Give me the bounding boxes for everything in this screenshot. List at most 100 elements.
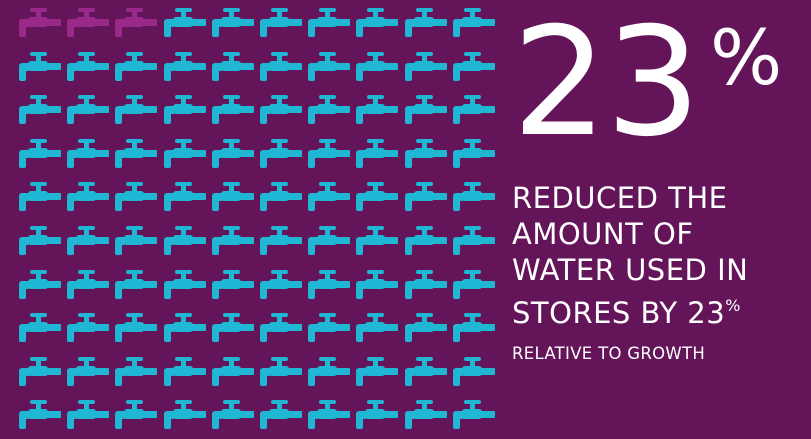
water-tap-icon bbox=[64, 224, 110, 256]
headline-percent-sign: % bbox=[725, 296, 741, 315]
water-tap-icon bbox=[64, 180, 110, 212]
water-tap-icon bbox=[450, 137, 496, 169]
big-stat-percent-sign: % bbox=[710, 13, 783, 102]
water-tap-icon bbox=[402, 50, 448, 82]
water-tap-icon bbox=[209, 398, 255, 430]
water-tap-icon bbox=[257, 355, 303, 387]
headline-line-3: WATER USED IN bbox=[512, 253, 749, 287]
water-tap-icon bbox=[353, 93, 399, 125]
water-tap-icon bbox=[16, 137, 62, 169]
water-tap-icon bbox=[16, 93, 62, 125]
water-tap-icon bbox=[450, 93, 496, 125]
headline-line-2: AMOUNT OF bbox=[512, 217, 694, 251]
water-tap-icon bbox=[353, 50, 399, 82]
water-tap-icon bbox=[450, 355, 496, 387]
water-tap-icon bbox=[402, 93, 448, 125]
water-tap-icon bbox=[257, 93, 303, 125]
water-tap-icon bbox=[64, 93, 110, 125]
water-tap-icon bbox=[402, 398, 448, 430]
water-tap-icon bbox=[64, 311, 110, 343]
water-tap-icon bbox=[257, 180, 303, 212]
headline-line-4-text: STORES BY 23 bbox=[512, 296, 726, 330]
water-tap-icon bbox=[16, 180, 62, 212]
water-tap-icon bbox=[353, 180, 399, 212]
water-tap-icon bbox=[112, 268, 158, 300]
water-tap-icon bbox=[305, 355, 351, 387]
water-tap-icon bbox=[209, 50, 255, 82]
water-tap-icon bbox=[16, 50, 62, 82]
water-tap-icon bbox=[64, 268, 110, 300]
water-tap-icon bbox=[450, 268, 496, 300]
water-tap-icon bbox=[209, 180, 255, 212]
water-tap-icon bbox=[402, 355, 448, 387]
water-tap-icon bbox=[353, 398, 399, 430]
water-tap-icon bbox=[161, 6, 207, 38]
water-tap-icon bbox=[16, 311, 62, 343]
water-tap-icon bbox=[450, 6, 496, 38]
water-tap-icon bbox=[257, 398, 303, 430]
water-tap-icon bbox=[16, 398, 62, 430]
water-tap-icon bbox=[402, 137, 448, 169]
water-tap-icon bbox=[257, 50, 303, 82]
water-tap-icon bbox=[305, 50, 351, 82]
water-tap-icon bbox=[64, 137, 110, 169]
water-tap-icon bbox=[161, 398, 207, 430]
water-tap-icon bbox=[305, 268, 351, 300]
water-tap-icon bbox=[112, 311, 158, 343]
tap-pictogram-grid bbox=[16, 6, 495, 436]
water-tap-icon bbox=[161, 224, 207, 256]
water-tap-icon bbox=[64, 50, 110, 82]
water-tap-icon bbox=[161, 355, 207, 387]
water-tap-icon bbox=[305, 6, 351, 38]
water-tap-icon bbox=[161, 93, 207, 125]
water-tap-icon bbox=[257, 268, 303, 300]
water-tap-icon bbox=[16, 6, 62, 38]
water-tap-icon bbox=[112, 93, 158, 125]
water-tap-icon bbox=[16, 224, 62, 256]
water-tap-icon bbox=[450, 311, 496, 343]
water-tap-icon bbox=[209, 311, 255, 343]
water-tap-icon bbox=[112, 6, 158, 38]
water-tap-icon bbox=[64, 355, 110, 387]
big-stat-number: 23 bbox=[512, 0, 701, 170]
water-tap-icon bbox=[305, 398, 351, 430]
water-tap-icon bbox=[161, 180, 207, 212]
water-tap-icon bbox=[209, 224, 255, 256]
water-tap-icon bbox=[353, 311, 399, 343]
water-tap-icon bbox=[402, 268, 448, 300]
water-tap-icon bbox=[353, 355, 399, 387]
water-tap-icon bbox=[402, 224, 448, 256]
water-tap-icon bbox=[257, 6, 303, 38]
water-tap-icon bbox=[64, 6, 110, 38]
water-tap-icon bbox=[305, 224, 351, 256]
water-tap-icon bbox=[112, 224, 158, 256]
water-tap-icon bbox=[305, 137, 351, 169]
headline: REDUCED THE AMOUNT OF WATER USED IN STOR… bbox=[512, 180, 807, 331]
water-tap-icon bbox=[112, 50, 158, 82]
water-tap-icon bbox=[305, 93, 351, 125]
water-tap-icon bbox=[353, 268, 399, 300]
water-tap-icon bbox=[209, 93, 255, 125]
water-tap-icon bbox=[402, 180, 448, 212]
water-tap-icon bbox=[450, 224, 496, 256]
headline-line-1: REDUCED THE bbox=[512, 181, 728, 215]
water-tap-icon bbox=[112, 355, 158, 387]
water-tap-icon bbox=[450, 180, 496, 212]
water-tap-icon bbox=[353, 224, 399, 256]
water-tap-icon bbox=[161, 268, 207, 300]
water-tap-icon bbox=[450, 50, 496, 82]
water-tap-icon bbox=[209, 6, 255, 38]
water-tap-icon bbox=[353, 137, 399, 169]
water-tap-icon bbox=[112, 137, 158, 169]
water-tap-icon bbox=[402, 6, 448, 38]
water-tap-icon bbox=[161, 50, 207, 82]
water-tap-icon bbox=[16, 355, 62, 387]
water-tap-icon bbox=[112, 398, 158, 430]
subheadline: RELATIVE TO GROWTH bbox=[512, 344, 706, 363]
water-tap-icon bbox=[450, 398, 496, 430]
headline-line-4: STORES BY 23% bbox=[512, 288, 807, 331]
water-tap-icon bbox=[402, 311, 448, 343]
water-tap-icon bbox=[112, 180, 158, 212]
water-tap-icon bbox=[257, 224, 303, 256]
